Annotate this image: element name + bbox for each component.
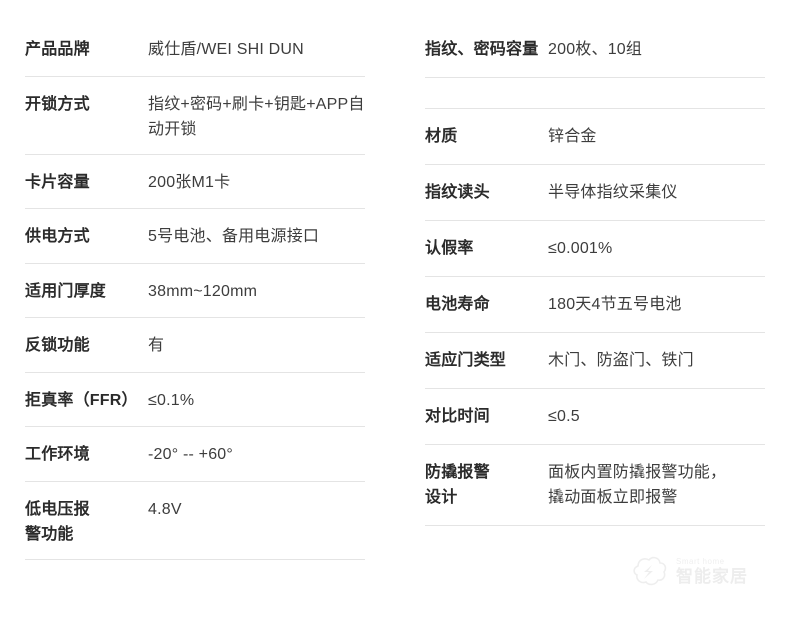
spec-value: 锌合金	[548, 128, 597, 145]
spec-label: 适应门类型	[425, 352, 507, 369]
spec-label: 电池寿命	[425, 296, 490, 313]
spec-label: 材质	[425, 128, 458, 145]
table-row: 认假率 ≤0.001%	[425, 221, 765, 277]
spec-value: 木门、防盗门、铁门	[548, 352, 694, 369]
spec-label: 卡片容量	[25, 173, 90, 191]
table-row: 卡片容量 200张M1卡	[25, 155, 365, 210]
table-row: 反锁功能 有	[25, 318, 365, 373]
spec-value: 200枚、10组	[548, 41, 643, 58]
spec-column-right: 指纹、密码容量 200枚、10组 材质 锌合金 指纹读头 半导体指纹采集仪 认假…	[400, 0, 790, 560]
spec-label: 产品品牌	[25, 41, 90, 58]
table-row: 适用门厚度 38mm~120mm	[25, 264, 365, 319]
table-row: 材质 锌合金	[425, 109, 765, 165]
spec-label: 适用门厚度	[25, 282, 107, 300]
spec-label: 指纹读头	[425, 184, 490, 201]
specification-table: 产品品牌 威仕盾/WEI SHI DUN 开锁方式 指纹+密码+刷卡+钥匙+AP…	[0, 0, 790, 561]
table-row: 开锁方式 指纹+密码+刷卡+钥匙+APP自动开锁	[25, 77, 365, 155]
table-row: 电池寿命 180天4节五号电池	[425, 277, 765, 333]
table-row: 适应门类型 木门、防盗门、铁门	[425, 333, 765, 389]
column-spacer	[425, 526, 765, 560]
spec-value: 有	[148, 337, 165, 355]
table-row: 指纹、密码容量 200枚、10组	[425, 22, 765, 78]
watermark-chinese: 智能家居	[676, 567, 748, 586]
spec-value: 5号电池、备用电源接口	[148, 228, 320, 246]
table-row: 拒真率（FFR） ≤0.1%	[25, 373, 365, 428]
spec-label: 防撬报警 设计	[425, 464, 490, 506]
spec-value: ≤0.1%	[148, 391, 195, 409]
spec-value: ≤0.5	[548, 408, 580, 425]
spec-label: 开锁方式	[25, 95, 90, 113]
spec-label: 工作环境	[25, 446, 90, 464]
table-row: 低电压报 警功能 4.8V	[25, 482, 365, 561]
spec-label: 认假率	[425, 240, 474, 257]
spec-label: 低电压报 警功能	[25, 500, 90, 543]
spec-label: 反锁功能	[25, 337, 90, 355]
spec-value: -20° -- +60°	[148, 446, 234, 464]
spec-value: 200张M1卡	[148, 173, 231, 191]
spec-value: 180天4节五号电池	[548, 296, 682, 313]
spec-value: 面板内置防撬报警功能， 撬动面板立即报警	[548, 464, 727, 506]
watermark-text: Smart home 智能家居	[676, 557, 776, 587]
table-row: 指纹读头 半导体指纹采集仪	[425, 165, 765, 221]
spec-column-left: 产品品牌 威仕盾/WEI SHI DUN 开锁方式 指纹+密码+刷卡+钥匙+AP…	[0, 0, 400, 561]
table-row: 供电方式 5号电池、备用电源接口	[25, 209, 365, 264]
spec-label: 指纹、密码容量	[425, 41, 539, 58]
table-row: 工作环境 -20° -- +60°	[25, 427, 365, 482]
table-row: 防撬报警 设计 面板内置防撬报警功能， 撬动面板立即报警	[425, 445, 765, 526]
spec-value: 威仕盾/WEI SHI DUN	[148, 41, 304, 58]
table-row: 产品品牌 威仕盾/WEI SHI DUN	[25, 22, 365, 77]
spec-value: ≤0.001%	[548, 240, 613, 257]
spec-value: 4.8V	[148, 500, 182, 518]
spec-value: 38mm~120mm	[148, 282, 258, 300]
spec-value: 半导体指纹采集仪	[548, 184, 678, 201]
spec-label: 拒真率（FFR）	[25, 391, 138, 409]
spec-label: 对比时间	[425, 408, 490, 425]
spec-value: 指纹+密码+刷卡+钥匙+APP自动开锁	[148, 95, 365, 138]
table-row: 对比时间 ≤0.5	[425, 389, 765, 445]
spec-label: 供电方式	[25, 228, 90, 246]
table-row	[425, 78, 765, 109]
